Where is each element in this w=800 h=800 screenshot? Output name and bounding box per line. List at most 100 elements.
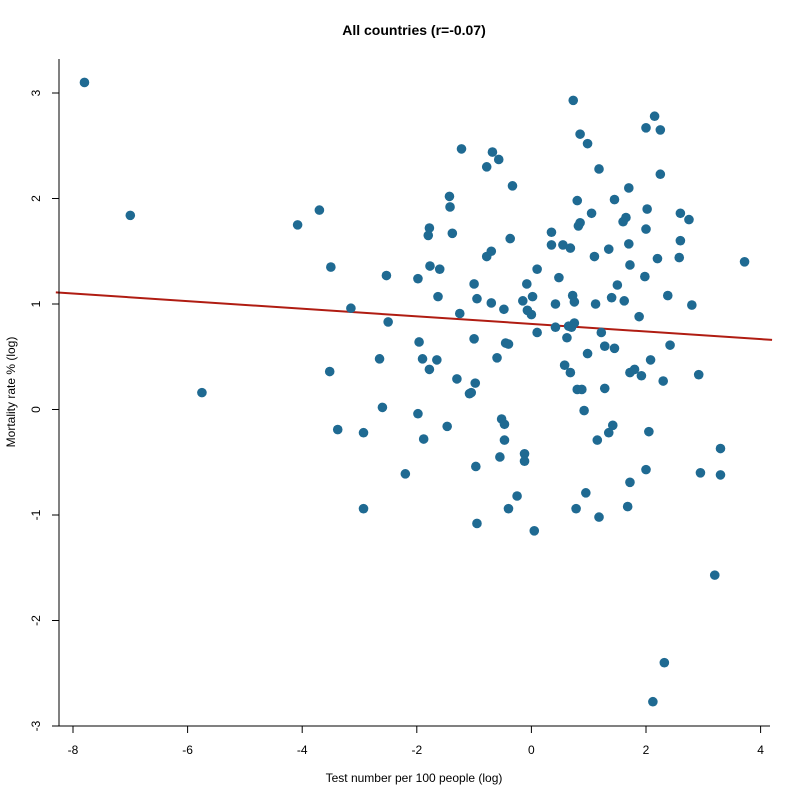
y-tick-label: 0 (29, 406, 43, 413)
data-point (466, 387, 477, 398)
x-tick-label: -6 (182, 743, 193, 757)
data-point (594, 164, 604, 174)
data-point (456, 144, 467, 154)
data-point (577, 384, 587, 395)
data-point (425, 261, 435, 271)
data-point (590, 299, 601, 309)
y-tick-label: 2 (29, 195, 43, 202)
data-point (197, 387, 207, 398)
data-point (609, 194, 620, 205)
data-point (125, 210, 136, 221)
data-point (522, 279, 532, 289)
data-point (675, 208, 686, 219)
data-point (471, 461, 481, 472)
data-point (659, 657, 670, 668)
data-point (652, 253, 663, 264)
data-point (434, 264, 445, 274)
data-point (532, 264, 542, 274)
data-point (579, 405, 589, 416)
data-point (374, 354, 385, 364)
data-point (586, 208, 597, 219)
data-point (609, 343, 620, 354)
data-point (418, 434, 429, 444)
data-point (693, 369, 704, 380)
data-point (550, 322, 561, 333)
data-point (565, 243, 576, 253)
data-point (634, 311, 644, 322)
data-point (569, 297, 580, 307)
data-point (492, 353, 502, 363)
data-point (684, 214, 694, 225)
data-point (527, 291, 538, 302)
data-point (674, 252, 685, 263)
data-point (572, 195, 583, 206)
y-tick-label: 3 (29, 89, 43, 96)
data-point (499, 419, 510, 430)
data-point (594, 512, 604, 522)
x-tick-label: 0 (528, 743, 535, 757)
y-tick-label: -3 (29, 720, 43, 731)
data-point (606, 292, 617, 303)
x-tick-label: 4 (757, 743, 764, 757)
data-point (641, 464, 651, 475)
data-point (486, 246, 497, 257)
data-point (636, 370, 647, 381)
data-point (546, 227, 557, 238)
data-point (625, 477, 635, 488)
data-point (558, 240, 568, 250)
x-tick-label: -4 (297, 743, 308, 757)
data-point (599, 383, 610, 394)
data-point (675, 235, 686, 246)
data-point (603, 427, 614, 438)
y-axis-label: Mortality rate % (log) (4, 337, 18, 448)
data-point (499, 435, 510, 445)
data-point (596, 327, 607, 338)
data-point (645, 355, 656, 365)
data-point (603, 244, 614, 254)
x-axis-label: Test number per 100 people (log) (326, 771, 503, 785)
data-point (575, 217, 585, 228)
data-point (442, 421, 452, 432)
data-point (314, 205, 325, 215)
data-point (624, 239, 634, 249)
data-point (324, 366, 335, 377)
data-point (292, 220, 303, 230)
data-point (687, 300, 697, 310)
data-point (655, 125, 666, 135)
data-point (432, 355, 442, 365)
y-tick-label: 1 (29, 300, 43, 307)
data-point (519, 449, 530, 459)
data-point (79, 77, 90, 88)
data-point (495, 452, 505, 462)
x-axis-ticks: -8 -6 -4 -2 0 2 4 (68, 726, 764, 757)
data-point (358, 427, 369, 438)
data-point (575, 129, 585, 139)
data-point (662, 290, 673, 301)
data-point (486, 298, 497, 308)
plot-area (55, 77, 773, 707)
data-point (621, 212, 631, 223)
data-point (546, 240, 557, 250)
data-point (423, 230, 434, 241)
data-point (550, 299, 561, 309)
data-point (532, 327, 542, 338)
x-tick-label: -2 (411, 743, 422, 757)
data-point (400, 469, 411, 479)
data-point (424, 223, 435, 233)
data-point (470, 378, 481, 388)
data-point (562, 332, 572, 343)
data-point (383, 317, 393, 327)
data-point (658, 376, 668, 386)
data-point (569, 318, 580, 328)
data-point (433, 291, 443, 302)
data-point (493, 154, 504, 165)
data-point (503, 339, 514, 349)
data-point (665, 340, 675, 350)
data-point (444, 191, 455, 202)
data-point (625, 260, 635, 270)
data-point (519, 456, 530, 466)
data-point (487, 147, 498, 157)
data-point (571, 503, 581, 514)
data-point (709, 570, 720, 580)
